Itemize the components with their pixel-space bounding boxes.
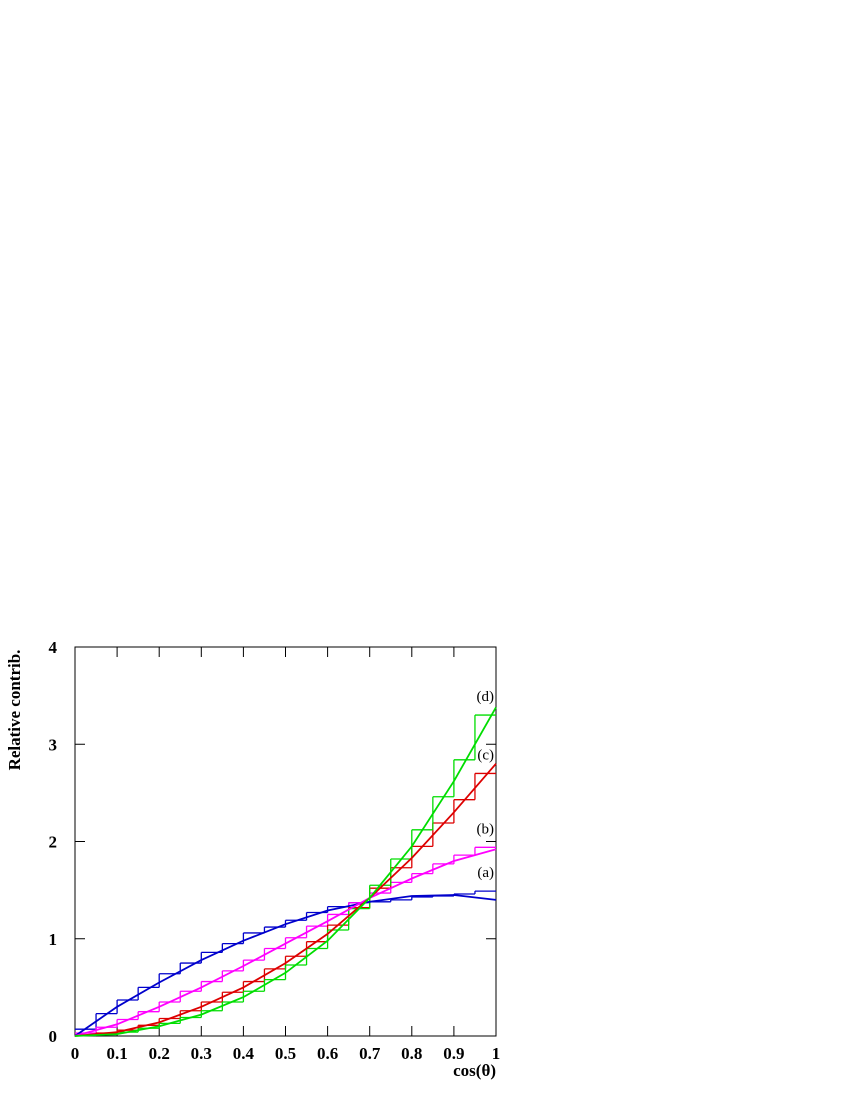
x-tick-label: 0.8 <box>401 1044 422 1063</box>
x-tick-label: 0.3 <box>191 1044 212 1063</box>
x-tick-label: 0.2 <box>149 1044 170 1063</box>
curve <box>74 848 497 1037</box>
curve <box>74 894 497 1037</box>
x-tick-label: 0 <box>71 1044 80 1063</box>
x-tick-label: 0.4 <box>233 1044 255 1063</box>
x-tick-label: 1 <box>492 1044 501 1063</box>
x-tick-label: 0.9 <box>443 1044 464 1063</box>
y-tick-label: 1 <box>49 930 58 949</box>
x-tick-label: 0.1 <box>106 1044 127 1063</box>
y-tick-label: 2 <box>49 833 58 852</box>
y-tick-label: 4 <box>49 638 58 657</box>
curve-label: (c) <box>477 747 494 763</box>
curve <box>74 706 497 1037</box>
curve <box>74 763 497 1037</box>
y-axis-label: Relative contrib. <box>5 650 24 771</box>
x-tick-label: 0.7 <box>359 1044 381 1063</box>
x-tick-label: 0.5 <box>275 1044 296 1063</box>
x-tick-label: 0.6 <box>317 1044 338 1063</box>
y-tick-label: 0 <box>49 1027 58 1046</box>
x-axis-label: cos(θ) <box>453 1061 496 1080</box>
curve-label: (d) <box>477 689 495 705</box>
curve-label: (a) <box>477 865 494 881</box>
curve-label: (b) <box>477 821 495 837</box>
y-tick-label: 3 <box>49 735 58 754</box>
